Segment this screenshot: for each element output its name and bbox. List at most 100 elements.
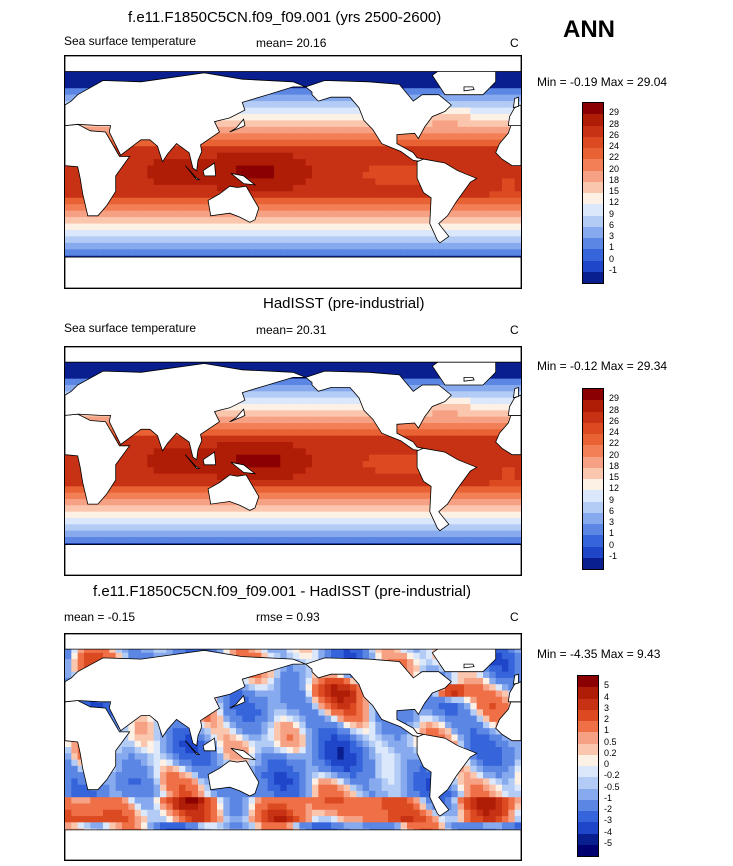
panel-title: HadISST (pre-industrial) [263, 295, 425, 312]
colorbar-swatch [583, 400, 603, 412]
colorbar-swatch [583, 411, 603, 423]
colorbar-swatch [583, 512, 603, 524]
units-label: C [510, 610, 519, 624]
colorbar-tick-label: 24 [609, 427, 620, 437]
colorbar-swatch [578, 721, 598, 733]
colorbar-tick-label: 9 [609, 494, 615, 505]
colorbar-swatch [583, 148, 603, 160]
colorbar-tick-label: -2 [604, 804, 613, 814]
colorbar-tick-label: 1 [609, 528, 615, 539]
colorbar-tick-label: 0.2 [604, 747, 617, 758]
colorbar-swatch [578, 844, 598, 856]
sst-map [64, 346, 522, 576]
colorbar-swatch [583, 535, 603, 547]
colorbar-tick-label: 6 [609, 219, 615, 230]
colorbar-tick-label: -0.2 [604, 770, 620, 781]
season-label: ANN [563, 16, 615, 43]
colorbar-tick-label: 18 [609, 460, 620, 471]
colorbar-swatch [583, 271, 603, 283]
colorbar-tick-label: 12 [609, 197, 620, 208]
colorbar-tick-label: 5 [604, 680, 610, 691]
colorbar-swatch [583, 103, 603, 115]
colorbar-tick-label: -3 [604, 815, 613, 826]
colorbar-tick-label: 0.5 [604, 736, 617, 747]
mean-label: mean = -0.15 [64, 610, 136, 624]
colorbar-tick-label: 15 [609, 472, 620, 482]
min-max-label: Min = -0.19 Max = 29.04 [537, 75, 668, 89]
colorbar-tick-label: 22 [609, 152, 620, 163]
colorbar-swatch [583, 136, 603, 148]
min-max-label: Min = -4.35 Max = 9.43 [537, 647, 661, 661]
units-label: C [510, 36, 519, 50]
colorbar-tick-label: 6 [609, 505, 615, 516]
units-label: C [510, 323, 519, 337]
colorbar-swatch [583, 445, 603, 457]
colorbar-tick-label: -0.5 [604, 781, 620, 792]
colorbar-swatch [583, 467, 603, 479]
colorbar-swatch [583, 193, 603, 205]
colorbar-swatch [583, 546, 603, 558]
min-max-label: Min = -0.12 Max = 29.34 [537, 359, 668, 373]
colorbar-swatch [578, 822, 598, 834]
colorbar [582, 102, 604, 284]
mean-label: mean= 20.31 [256, 323, 327, 337]
colorbar-swatch [583, 204, 603, 216]
colorbar-swatch [583, 501, 603, 513]
colorbar-tick-label: 15 [609, 186, 620, 196]
colorbar-tick-label: 12 [609, 483, 620, 494]
difference-map [64, 633, 522, 861]
colorbar [577, 675, 599, 857]
colorbar-tick-label: -1 [609, 550, 618, 561]
colorbar-swatch [578, 732, 598, 744]
colorbar-tick-label: 0 [609, 253, 615, 264]
colorbar-swatch [578, 833, 598, 845]
colorbar-tick-label: 9 [609, 208, 615, 219]
rmse-label: rmse = 0.93 [256, 610, 320, 624]
colorbar-tick-label: -1 [609, 264, 618, 275]
colorbar-swatch [583, 490, 603, 502]
panel-title: f.e11.F1850C5CN.f09_f09.001 - HadISST (p… [93, 583, 471, 600]
colorbar-swatch [583, 159, 603, 171]
colorbar-tick-label: 0 [609, 539, 615, 550]
colorbar-swatch [578, 698, 598, 710]
colorbar-tick-label: 4 [604, 691, 610, 702]
map-canvas [65, 634, 521, 860]
colorbar-swatch [578, 777, 598, 789]
colorbar-swatch [583, 215, 603, 227]
colorbar-swatch [583, 456, 603, 468]
colorbar-swatch [583, 238, 603, 250]
colorbar-tick-label: 18 [609, 174, 620, 185]
colorbar [582, 388, 604, 570]
colorbar-swatch [583, 170, 603, 182]
land-mask [65, 634, 521, 860]
colorbar-swatch [583, 249, 603, 261]
colorbar-swatch [583, 524, 603, 536]
colorbar-swatch [583, 181, 603, 193]
colorbar-tick-label: -4 [604, 826, 613, 837]
colorbar-tick-label: 2 [604, 714, 610, 724]
colorbar-swatch [578, 676, 598, 688]
mean-label: mean= 20.16 [256, 36, 327, 50]
colorbar-tick-label: 1 [604, 725, 610, 736]
colorbar-swatch [583, 434, 603, 446]
map-canvas [65, 56, 521, 288]
colorbar-tick-label: 20 [609, 163, 620, 174]
colorbar-swatch [583, 226, 603, 238]
colorbar-swatch [578, 743, 598, 755]
land-mask [65, 347, 521, 575]
land-mask [65, 56, 521, 288]
colorbar-tick-label: 28 [609, 404, 620, 415]
colorbar-swatch [583, 389, 603, 401]
colorbar-swatch [578, 709, 598, 721]
colorbar-tick-label: 3 [609, 517, 615, 527]
colorbar-swatch [578, 687, 598, 699]
colorbar-tick-label: 26 [609, 129, 620, 140]
colorbar-swatch [583, 557, 603, 569]
colorbar-swatch [583, 125, 603, 137]
colorbar-swatch [583, 479, 603, 491]
colorbar-swatch [578, 766, 598, 778]
colorbar-tick-label: 20 [609, 449, 620, 460]
colorbar-tick-label: -1 [604, 792, 613, 803]
colorbar-swatch [578, 799, 598, 811]
variable-label: Sea surface temperature [64, 321, 197, 335]
